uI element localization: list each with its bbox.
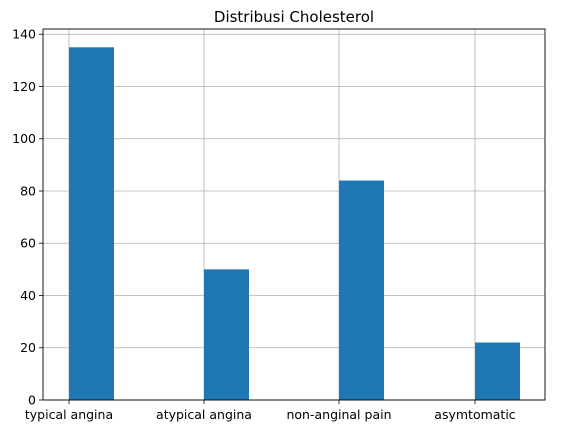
y-tick-label: 20	[20, 340, 36, 355]
y-tick-label: 40	[20, 288, 36, 303]
bar-1	[69, 47, 114, 401]
grid-lines	[43, 29, 545, 401]
y-tick-label: 140	[12, 27, 36, 42]
y-axis: 0 20 40 60 80 100 120 140	[12, 27, 43, 408]
y-tick-label: 80	[20, 183, 36, 198]
x-tick-label: typical angina	[25, 407, 113, 422]
chart-title: Distribusi Cholesterol	[214, 8, 374, 26]
bars	[69, 47, 520, 401]
x-tick-label: atypical angina	[156, 407, 252, 422]
y-tick-label: 120	[12, 79, 36, 94]
bar-4	[475, 342, 520, 400]
x-tick-label: asymtomatic	[434, 407, 516, 422]
x-tick-label: non-anginal pain	[286, 407, 391, 422]
plot-frame	[42, 28, 546, 401]
bar-3	[339, 180, 384, 400]
y-tick-label: 60	[20, 236, 36, 251]
y-tick-label: 0	[28, 393, 36, 408]
bar-2	[204, 269, 249, 400]
x-axis: typical angina atypical angina non-anginal…	[25, 400, 516, 422]
y-tick-label: 100	[12, 131, 36, 146]
